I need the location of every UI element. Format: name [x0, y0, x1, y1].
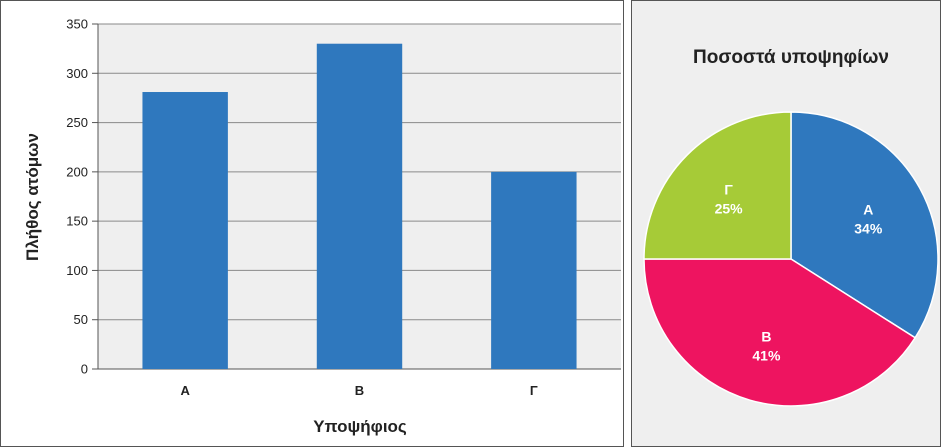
bar-3 [491, 171, 577, 369]
x-category-label: Γ [530, 383, 538, 398]
pie-slices [643, 111, 939, 407]
x-category-label: Α [180, 383, 190, 398]
y-tick-label: 150 [66, 214, 88, 229]
bar-2 [316, 43, 403, 369]
y-axis-title: Πλήθος ατόμων [23, 133, 42, 261]
y-tick-label: 50 [74, 312, 88, 327]
pie-slice-percent: 25% [715, 201, 744, 217]
pie-slice-percent: 41% [752, 348, 781, 364]
y-tick-label: 250 [66, 115, 88, 130]
pie-slice-name: Γ [724, 182, 733, 198]
x-category-label: Β [355, 383, 364, 398]
y-tick-label: 100 [66, 263, 88, 278]
bar-1 [142, 92, 228, 369]
x-axis-title: Υποψήφιος [313, 417, 407, 436]
pie-slice-1 [790, 111, 939, 339]
bar-category-labels: Α Β Γ [180, 383, 537, 398]
y-tick-label: 300 [66, 66, 88, 81]
bar-y-tick-labels: 0 50 100 150 200 250 300 350 [66, 17, 88, 377]
y-tick-label: 350 [66, 17, 88, 32]
y-tick-label: 0 [81, 362, 88, 377]
y-tick-label: 200 [66, 164, 88, 179]
pie-slice-percent: 34% [854, 221, 883, 237]
pie-slice-3 [643, 111, 792, 260]
pie-slice-name: Β [761, 329, 771, 345]
bar-series [142, 43, 577, 369]
pie-slice-labels: Α 34% Β 41% Γ 25% [715, 182, 883, 364]
pie-chart-title: Ποσοστά υποψηφίων [693, 47, 889, 68]
pie-slice-name: Α [863, 202, 873, 218]
pie-slice-2 [643, 258, 917, 407]
